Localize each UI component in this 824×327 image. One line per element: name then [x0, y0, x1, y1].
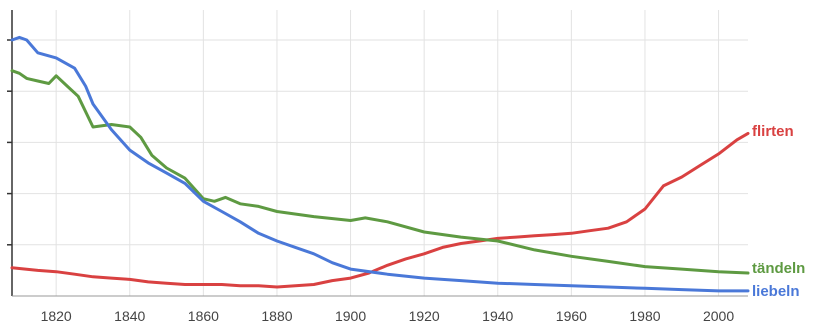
x-tick-label: 1980 — [629, 308, 660, 324]
x-tick-label: 1840 — [114, 308, 145, 324]
series-label-flirten: flirten — [752, 123, 794, 140]
series-lines — [10, 35, 750, 293]
grid — [12, 10, 748, 296]
series-line-flirten — [10, 131, 750, 289]
series-label-tändeln: tändeln — [752, 260, 805, 277]
series-label-liebeln: liebeln — [752, 283, 800, 300]
x-axis-ticks: 1820 1840 1860 1880 1900 1920 1940 1960 1980 2000 — [41, 308, 735, 324]
x-tick-label: 1820 — [41, 308, 72, 324]
series-labels: flirten tändeln liebeln — [752, 123, 805, 300]
x-tick-label: 1860 — [188, 308, 219, 324]
x-tick-label: 1880 — [261, 308, 292, 324]
x-tick-label: 1960 — [556, 308, 587, 324]
x-tick-label: 1940 — [482, 308, 513, 324]
y-axis — [7, 10, 748, 297]
x-tick-label: 2000 — [703, 308, 734, 324]
series-line-tändeln — [10, 69, 750, 275]
x-tick-label: 1900 — [335, 308, 366, 324]
x-tick-label: 1920 — [409, 308, 440, 324]
series-line-liebeln — [10, 35, 750, 293]
